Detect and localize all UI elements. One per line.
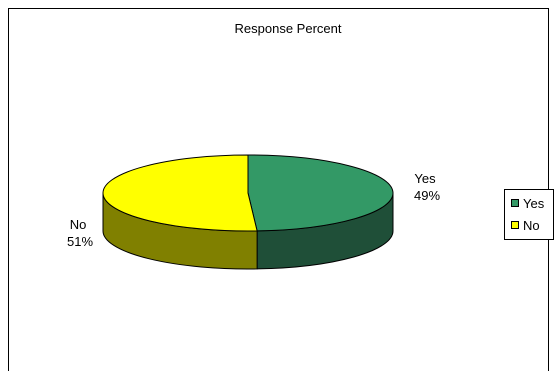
data-label-percent-no: 51% (67, 234, 93, 249)
chart-title: Response Percent (235, 21, 342, 36)
pie-slice-no (102, 154, 258, 232)
legend-item-yes: Yes (511, 195, 544, 211)
data-label-category-yes: Yes (414, 171, 436, 186)
legend-label-yes: Yes (523, 195, 545, 211)
data-label-category-no: No (70, 217, 87, 232)
legend-item-no: No (511, 217, 540, 233)
pie-slices (102, 154, 394, 270)
legend-label-no: No (523, 217, 540, 233)
data-labels: Yes 49% No 51% (67, 171, 440, 249)
legend-swatch-yes (511, 199, 519, 207)
data-label-percent-yes: 49% (414, 188, 440, 203)
legend: Yes No (504, 189, 554, 240)
pie-slice-yes (247, 154, 394, 232)
legend-swatch-no (511, 221, 519, 229)
